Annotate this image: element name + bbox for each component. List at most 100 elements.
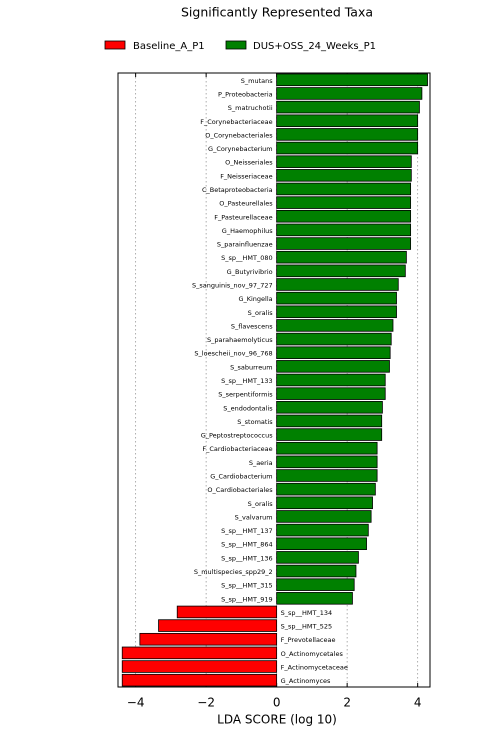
bar (276, 209, 412, 223)
x-tick-label: 4 (414, 696, 422, 710)
bar (276, 319, 394, 332)
category-label: F_Prevotellaceae (281, 636, 336, 644)
category-label: F_Pasteurellaceae (214, 213, 272, 221)
category-label: S_sp__HMT_136 (221, 554, 273, 562)
bar (276, 114, 419, 128)
bar (121, 673, 278, 687)
bar (276, 155, 412, 168)
category-label: S_sp__HMT_133 (221, 377, 273, 385)
bar (276, 455, 378, 469)
category-label: S_oralis (248, 500, 274, 508)
category-label: S_saburreum (230, 363, 273, 371)
bar (158, 619, 278, 632)
bar (276, 387, 386, 400)
category-label: S_parahaemolyticus (207, 336, 273, 344)
category-label: G_Peptostreptococcus (201, 432, 274, 440)
bar (276, 360, 390, 373)
bar (276, 73, 428, 87)
bar (276, 305, 397, 319)
category-label: S_sp__HMT_864 (221, 541, 273, 549)
bar (276, 223, 412, 237)
bar (276, 196, 412, 209)
category-label: S_sanguinis_nov_97_727 (192, 281, 273, 289)
category-label: G_Butyrivibrio (227, 268, 273, 276)
category-label: O_Pasteurellales (219, 200, 273, 208)
bar (276, 496, 373, 510)
bar (276, 264, 406, 278)
bar (276, 564, 357, 578)
category-label: O_Cardiobacteriales (207, 486, 273, 494)
category-label: F_Neisseriaceae (220, 172, 272, 180)
bar (276, 510, 372, 523)
category-label: S_sp__HMT_315 (221, 582, 273, 590)
bar (276, 332, 392, 346)
legend-label: DUS+OSS_24_Weeks_P1 (253, 41, 376, 52)
bar (276, 237, 412, 250)
category-label: S_valvarum (235, 513, 273, 521)
x-tick-label: 2 (343, 696, 351, 710)
category-label: G_Corynebacterium (208, 145, 273, 153)
bar (276, 551, 359, 564)
chart-title: Significantly Represented Taxa (181, 5, 373, 20)
bar (276, 182, 412, 196)
plot-frame (117, 72, 431, 688)
category-label: P_Proteobacteria (218, 90, 273, 98)
category-label: S_stomatis (237, 418, 273, 426)
x-tick-label: 0 (273, 696, 281, 710)
bar (276, 278, 399, 291)
legend: Baseline_A_P1 DUS+OSS_24_Weeks_P1 (104, 40, 376, 52)
category-label: S_sp__HMT_134 (281, 609, 333, 617)
bar (276, 482, 376, 496)
bar (276, 469, 378, 482)
bar (276, 537, 367, 551)
category-label: G_Haemophilus (222, 227, 273, 235)
category-label: S_sp__HMT_080 (221, 254, 273, 262)
bar (276, 414, 383, 428)
x-tick-label: −2 (197, 696, 215, 710)
category-label: G_Actinomyces (281, 677, 331, 685)
category-label: F_Actinomycetaceae (281, 664, 348, 672)
bar (276, 373, 386, 387)
category-label: O_Corynebacteriales (205, 131, 273, 139)
bar (276, 291, 397, 305)
x-axis-label: LDA SCORE (log 10) (217, 713, 337, 727)
bar (276, 87, 423, 100)
bar (276, 128, 419, 141)
category-label: F_Corynebacteriaceae (200, 118, 272, 126)
category-label: S_sp__HMT_919 (221, 595, 273, 603)
category-label: O_Actinomycetales (281, 650, 344, 658)
legend-swatch (225, 40, 247, 50)
category-label: S_oralis (248, 309, 274, 317)
category-label: S_multispecies_spp29_2 (194, 568, 273, 576)
bar (176, 605, 278, 619)
bar (276, 141, 419, 155)
bar (276, 578, 355, 591)
legend-swatch (104, 40, 126, 50)
category-label: C_Betaproteobacteria (202, 186, 273, 194)
bar (276, 346, 391, 359)
bar (121, 660, 278, 673)
category-label: S_flavescens (231, 322, 273, 330)
category-label: S_serpentiformis (218, 391, 273, 399)
category-label: S_parainfluenzae (217, 241, 273, 249)
category-label: F_Cardiobacteriaceae (202, 445, 272, 453)
bar (121, 646, 278, 660)
bar (276, 250, 407, 264)
bar (276, 441, 378, 455)
bar (276, 169, 412, 182)
bar (276, 592, 353, 605)
bar (276, 401, 383, 414)
category-label: G_Cardiobacterium (210, 473, 272, 481)
category-label: O_Neisseriales (225, 159, 273, 167)
category-label: S_sp__HMT_525 (281, 623, 333, 631)
legend-label: Baseline_A_P1 (133, 41, 205, 52)
category-label: S_matruchotii (228, 104, 273, 112)
category-label: S_endodontalis (223, 404, 273, 412)
bar (276, 428, 383, 441)
category-label: S_sp__HMT_137 (221, 527, 273, 535)
x-tick-label: −4 (127, 696, 145, 710)
bar (139, 632, 278, 646)
category-label: S_mutans (241, 77, 273, 85)
category-label: S_loescheii_nov_96_768 (194, 350, 272, 358)
